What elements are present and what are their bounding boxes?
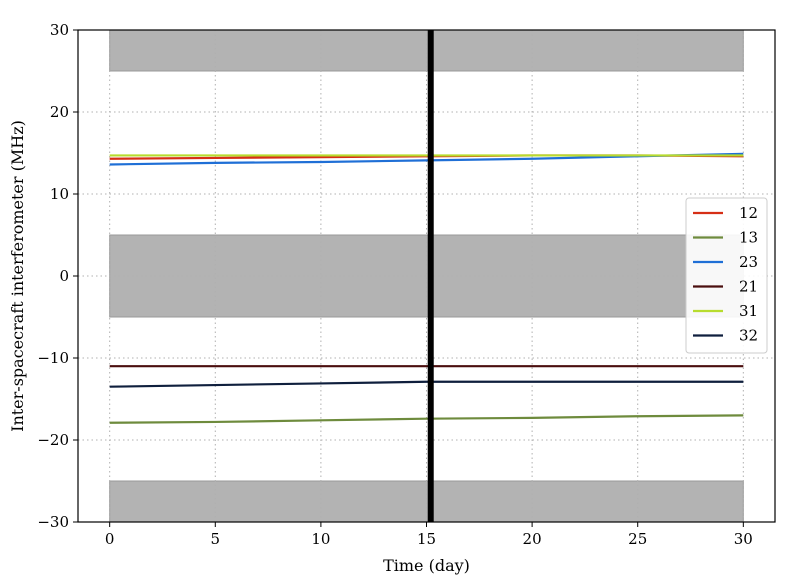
y-tick-label: 20 xyxy=(50,103,69,121)
series-lines xyxy=(109,152,744,424)
y-tick-label: 10 xyxy=(50,185,69,203)
x-tick-label: 10 xyxy=(311,530,330,548)
x-tick-label: 20 xyxy=(523,530,542,548)
series-line-32 xyxy=(109,380,744,388)
legend-label-21: 21 xyxy=(739,278,758,296)
y-tick-label: −30 xyxy=(37,513,69,531)
y-tick-label: 30 xyxy=(50,21,69,39)
grid-lines xyxy=(78,29,775,523)
forbidden-band xyxy=(109,480,744,523)
y-tick-label: −20 xyxy=(37,431,69,449)
y-tick-label: −10 xyxy=(37,349,69,367)
legend-label-31: 31 xyxy=(739,302,758,320)
x-tick-label: 25 xyxy=(628,530,647,548)
legend-label-13: 13 xyxy=(739,229,758,247)
forbidden-band xyxy=(109,234,744,318)
legend-label-23: 23 xyxy=(739,253,758,271)
x-axis-ticks: 0 5 10 15 20 25 30 xyxy=(105,522,753,548)
forbidden-band xyxy=(109,29,744,72)
plot-area xyxy=(77,29,776,523)
series-line-13 xyxy=(109,414,744,424)
x-axis-label: Time (day) xyxy=(383,556,470,575)
y-axis-label: Inter-spacecraft interferometer (MHz) xyxy=(8,120,27,432)
y-axis-ticks: −30 −20 −10 0 10 20 30 xyxy=(37,21,78,531)
y-tick-label: 0 xyxy=(59,267,69,285)
x-tick-label: 5 xyxy=(211,530,221,548)
x-tick-label: 0 xyxy=(105,530,115,548)
legend: 12 13 23 21 31 32 xyxy=(685,197,768,354)
legend-label-32: 32 xyxy=(739,327,758,345)
x-tick-label: 30 xyxy=(734,530,753,548)
legend-label-12: 12 xyxy=(739,204,758,222)
x-tick-label: 15 xyxy=(417,530,436,548)
